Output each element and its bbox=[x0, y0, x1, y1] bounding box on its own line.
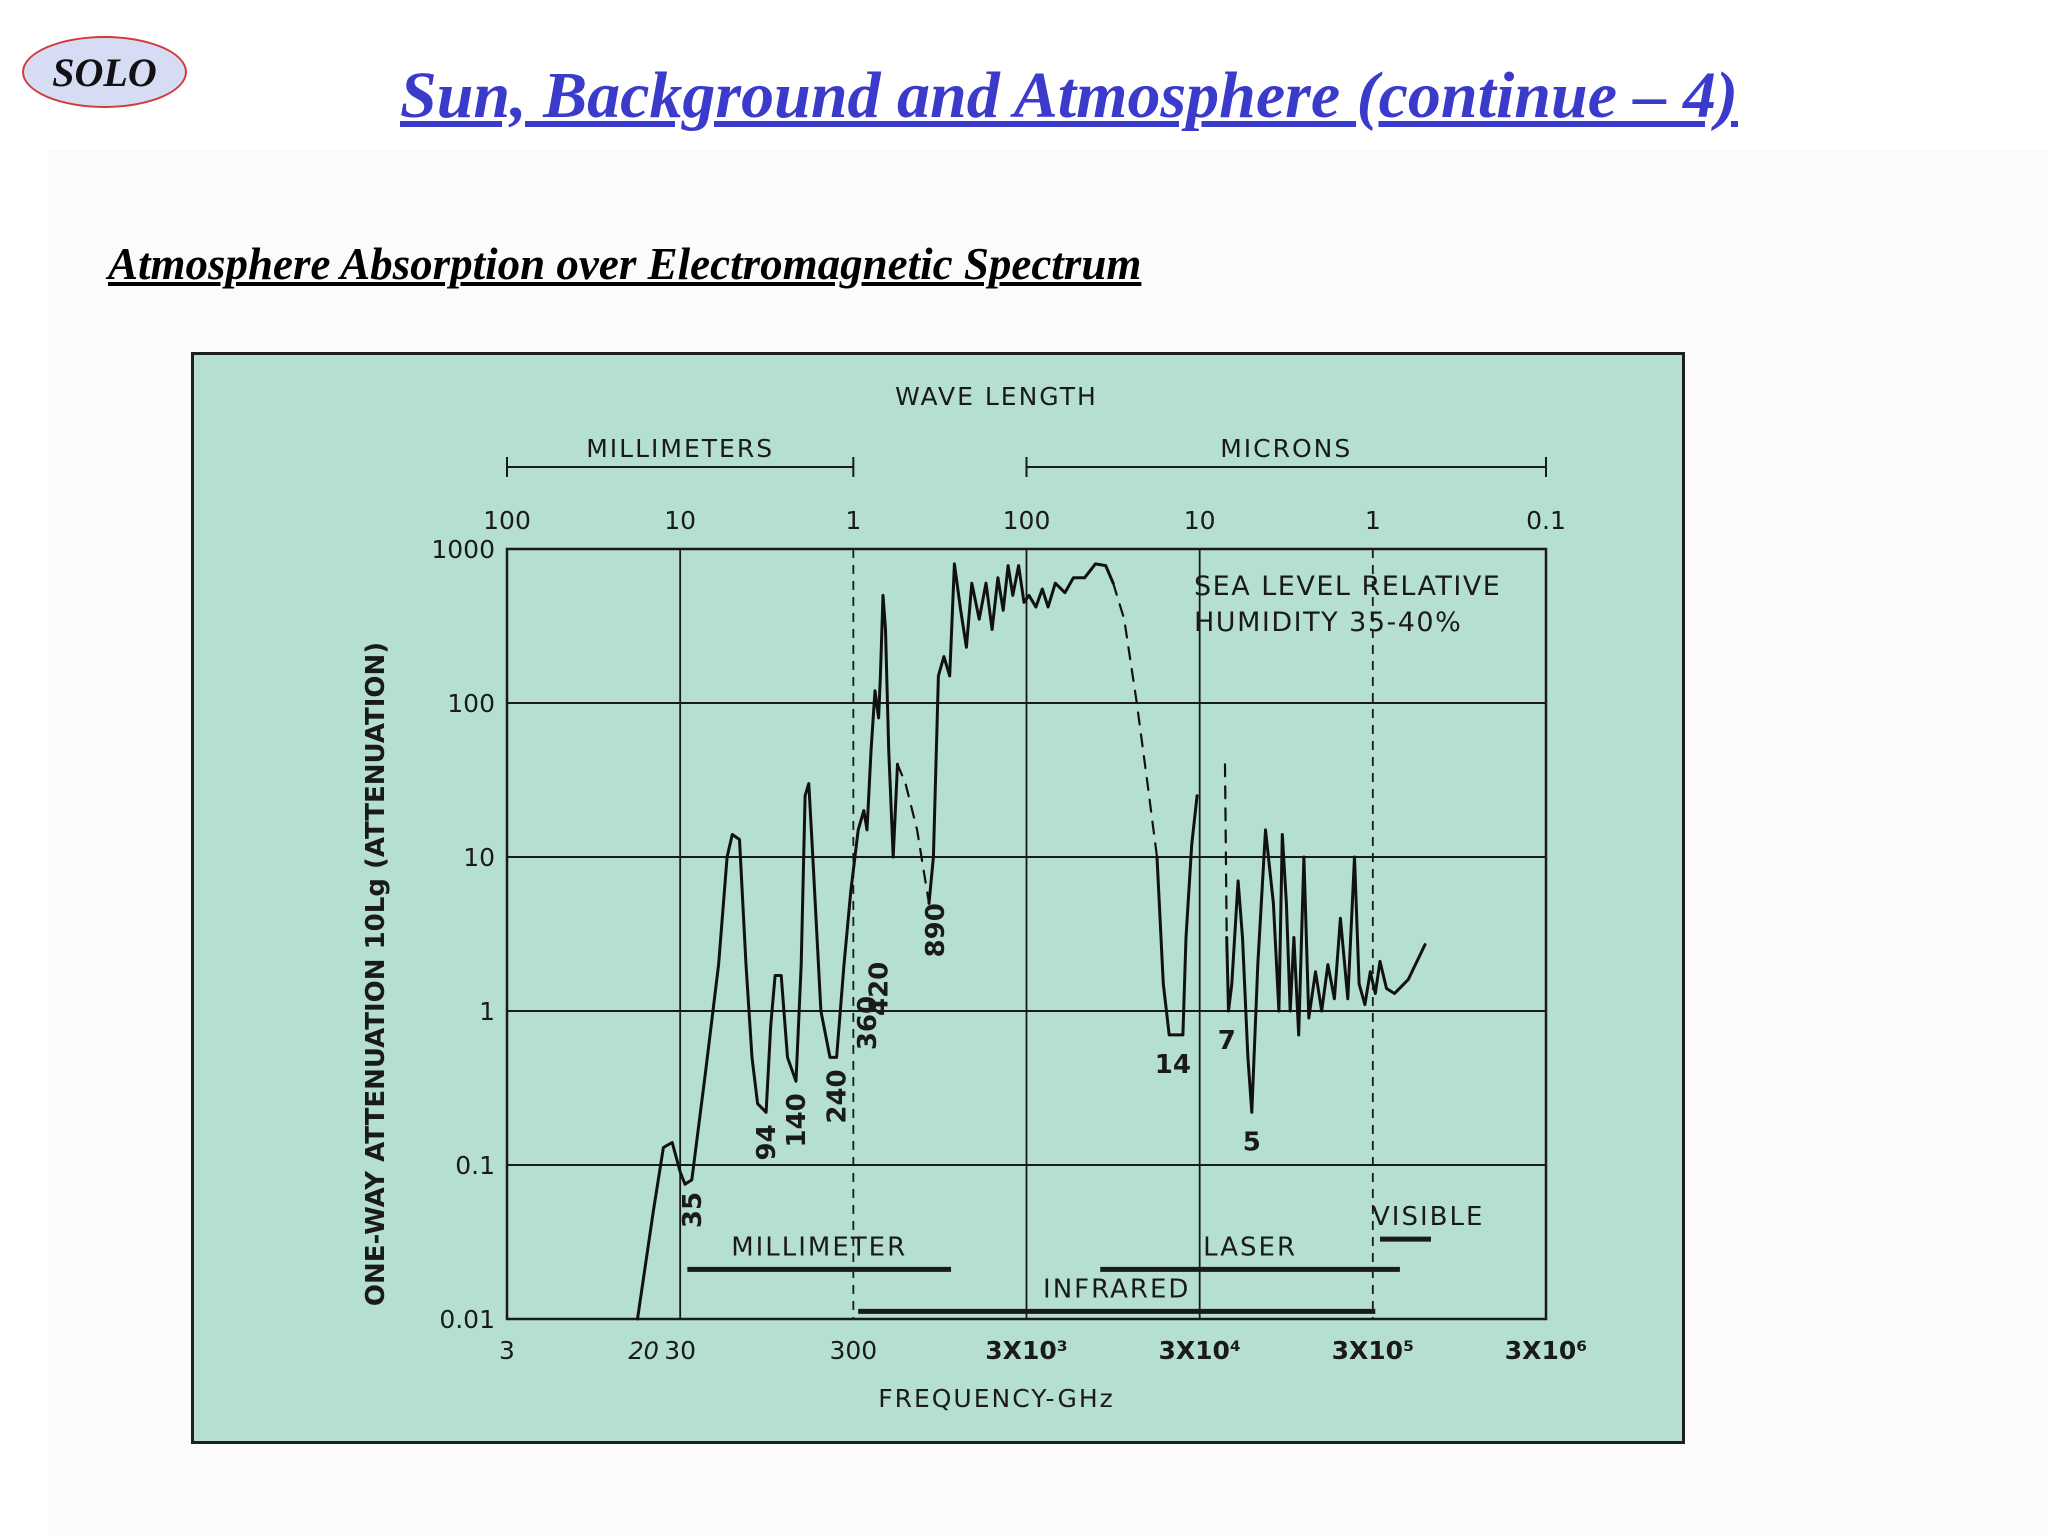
top-tick-label: 10 bbox=[1184, 506, 1216, 535]
window-frequency-label: 7 bbox=[1218, 1026, 1236, 1056]
top-tick-label: 0.1 bbox=[1526, 506, 1566, 535]
x-tick-label: 3X10⁵ bbox=[1332, 1336, 1414, 1365]
x-tick-label: 3X10⁴ bbox=[1158, 1336, 1240, 1365]
top-tick-label: 1 bbox=[845, 506, 861, 535]
x-tick-label: 3X10⁶ bbox=[1505, 1336, 1587, 1365]
section-subtitle: Atmosphere Absorption over Electromagnet… bbox=[108, 239, 1142, 289]
y-tick-label: 1000 bbox=[431, 535, 495, 564]
window-frequency-label: 94 bbox=[752, 1124, 782, 1160]
attenuation-curve-segment bbox=[1112, 582, 1159, 859]
window-frequency-label: 240 bbox=[823, 1069, 853, 1123]
humidity-annotation: HUMIDITY 35-40% bbox=[1194, 607, 1462, 638]
attenuation-curve-segment bbox=[636, 593, 899, 1321]
y-tick-label: 1 bbox=[479, 997, 495, 1026]
x-tick-label: 3 bbox=[499, 1336, 515, 1365]
attenuation-curve-segment bbox=[1223, 763, 1228, 939]
y-tick-label: 0.1 bbox=[455, 1151, 495, 1180]
band-bar-label: INFRARED bbox=[1043, 1274, 1190, 1304]
window-frequency-label: 420 bbox=[865, 962, 895, 1016]
band-bar-label: MILLIMETER bbox=[731, 1232, 907, 1262]
window-frequency-label: 35 bbox=[678, 1192, 708, 1228]
top-tick-label: 100 bbox=[483, 506, 531, 535]
window-frequency-label: 140 bbox=[782, 1093, 812, 1147]
band-bar-label: VISIBLE bbox=[1372, 1202, 1484, 1232]
y-tick-label: 100 bbox=[447, 689, 495, 718]
chart-frame: 0.01 0.1 1 10 100 1000 3 30 300 3X10³ 3X10⁴ 3X10⁵ 3X… bbox=[191, 352, 1685, 1444]
attenuation-curve-segment bbox=[896, 763, 931, 905]
attenuation-curve-segment bbox=[1225, 828, 1427, 1114]
y-tick-label: 10 bbox=[463, 843, 495, 872]
window-frequency-label: 890 bbox=[921, 903, 951, 957]
window-frequency-label: 14 bbox=[1155, 1050, 1191, 1080]
top-tick-label: 100 bbox=[1003, 506, 1051, 535]
x-tick-label: 30 bbox=[664, 1336, 696, 1365]
x-tick-label: 300 bbox=[829, 1336, 877, 1365]
logo-text: SOLO bbox=[52, 49, 157, 95]
x-extra-tick-label: 20 bbox=[628, 1337, 659, 1365]
attenuation-curve-segment bbox=[1155, 794, 1199, 1037]
x-tick-label: 3X10³ bbox=[985, 1336, 1067, 1365]
y-axis-title: ONE-WAY ATTENUATION 10Lg (ATTENUATION) bbox=[361, 642, 391, 1306]
humidity-annotation: SEA LEVEL RELATIVE bbox=[1194, 571, 1501, 602]
attenuation-curve-segment bbox=[927, 562, 1115, 905]
top-tick-label: 10 bbox=[664, 506, 696, 535]
page-title: Sun, Background and Atmosphere (continue… bbox=[400, 59, 1738, 132]
window-frequency-label: 360 bbox=[853, 996, 883, 1050]
solo-logo: SOLO bbox=[22, 36, 187, 108]
wavelength-band-label: MILLIMETERS bbox=[586, 434, 774, 463]
window-frequency-label: 5 bbox=[1243, 1127, 1261, 1157]
grid-layer bbox=[505, 457, 1548, 1321]
curve-layer bbox=[636, 562, 1427, 1321]
top-tick-label: 1 bbox=[1365, 506, 1381, 535]
x-axis-title: FREQUENCY-GHz bbox=[878, 1384, 1115, 1413]
wavelength-band-label: MICRONS bbox=[1220, 434, 1352, 463]
band-bar-label: LASER bbox=[1203, 1232, 1297, 1262]
top-axis-title: WAVE LENGTH bbox=[895, 382, 1098, 411]
y-tick-label: 0.01 bbox=[439, 1305, 495, 1334]
